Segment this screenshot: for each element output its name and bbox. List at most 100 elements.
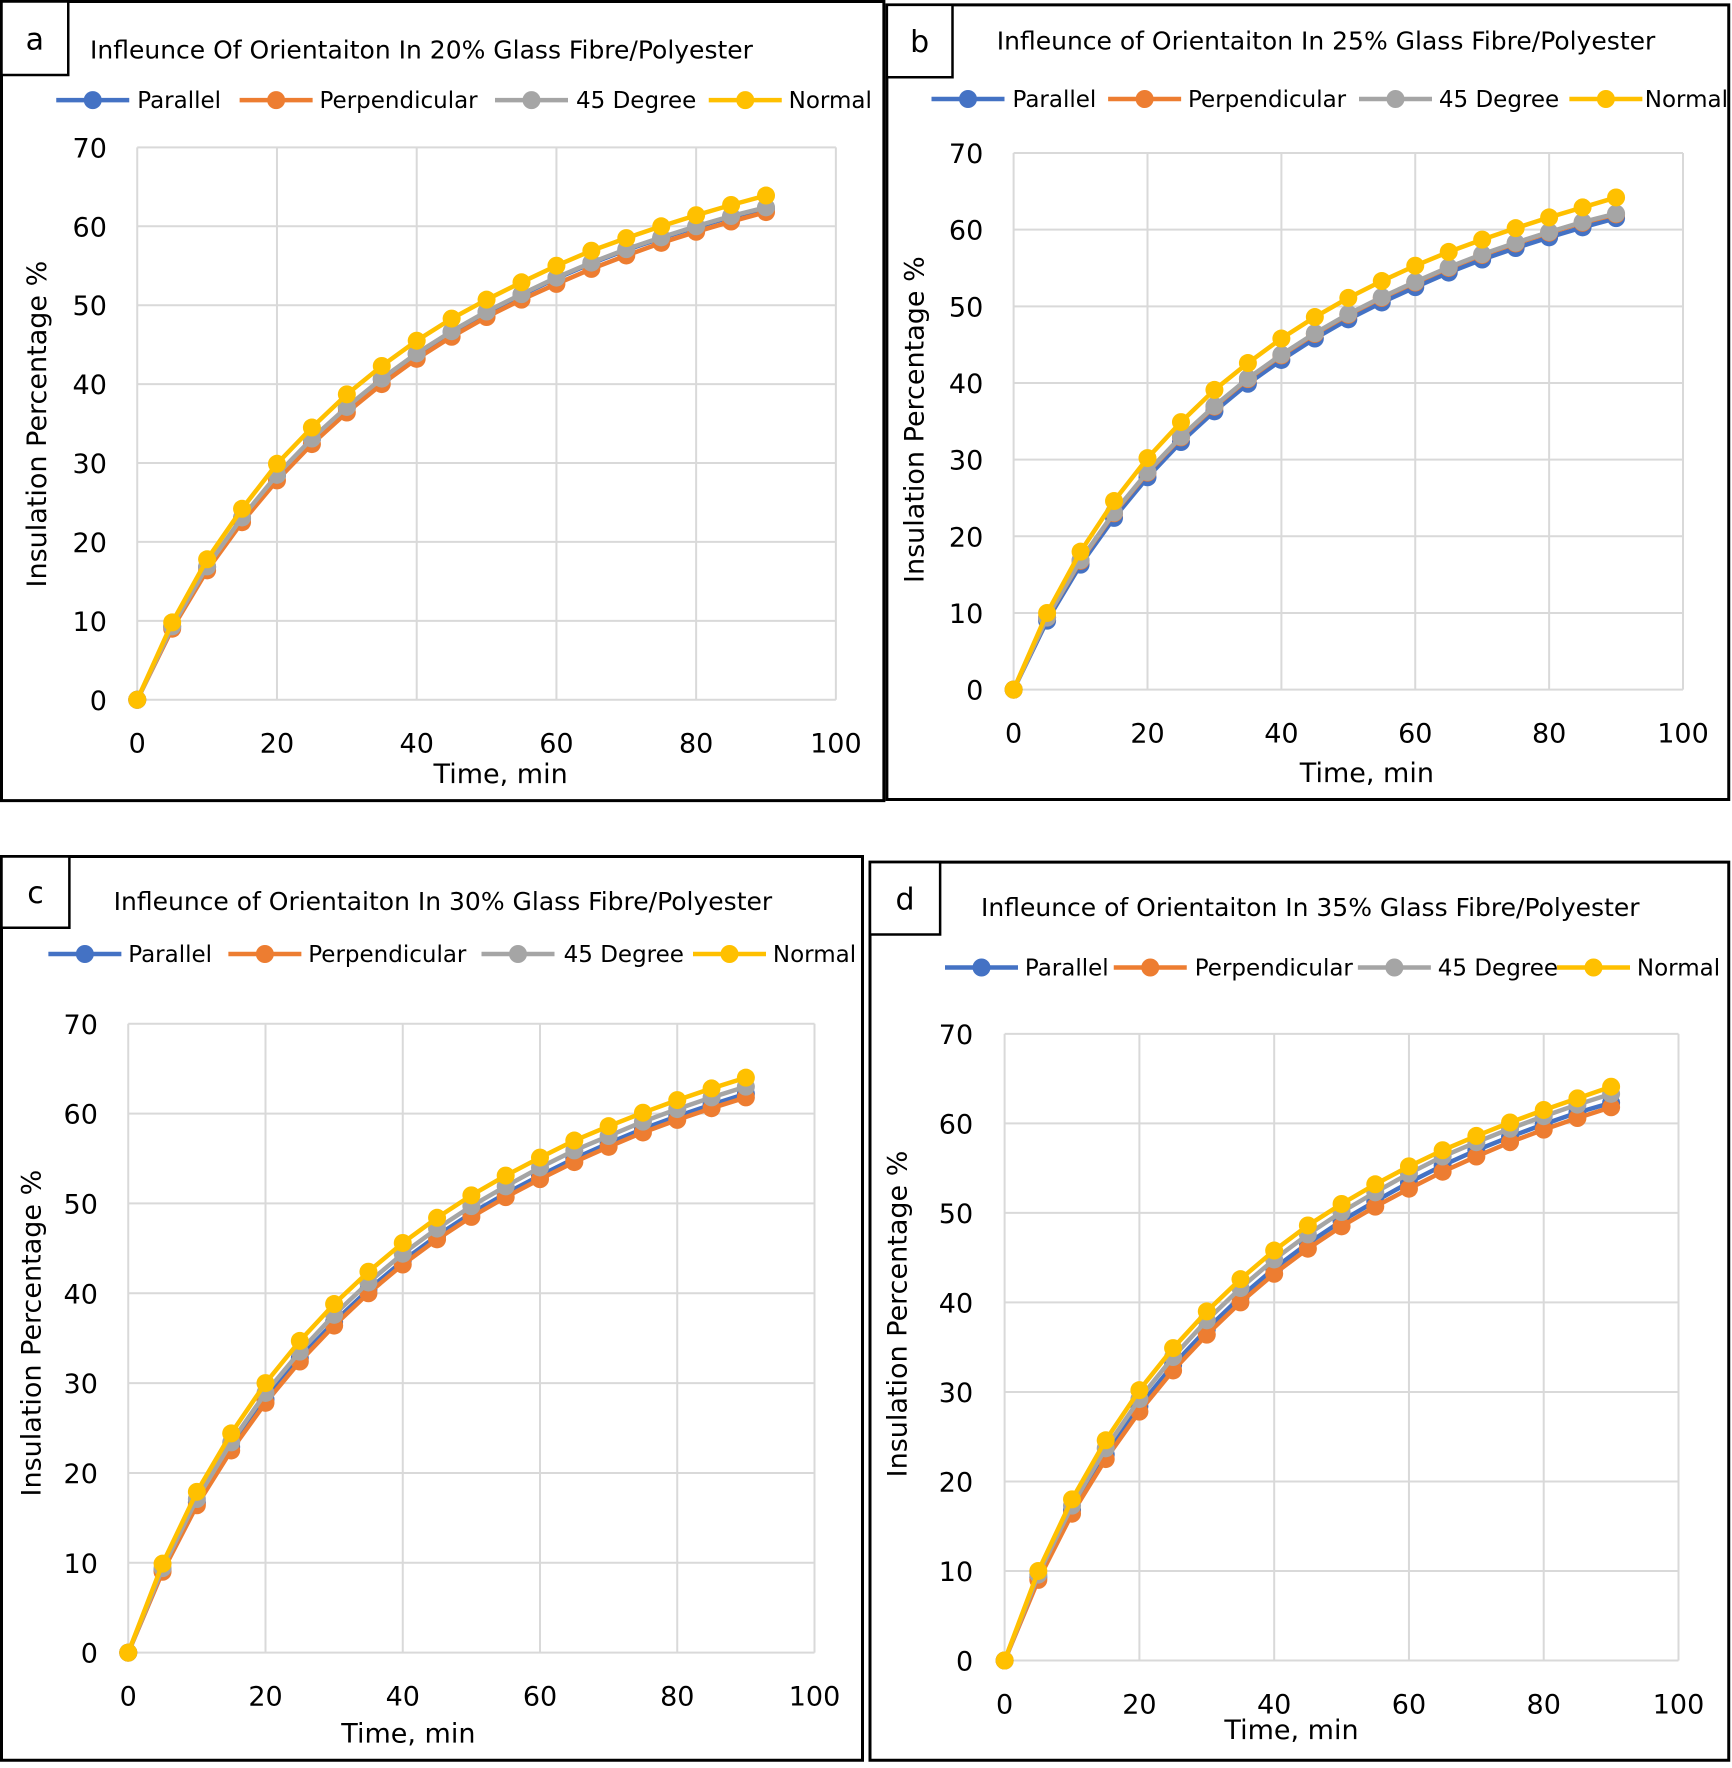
legend-label: Normal bbox=[789, 88, 872, 114]
x-tick-label: 20 bbox=[260, 729, 294, 760]
x-axis-label: Time, min bbox=[433, 759, 568, 790]
data-point bbox=[652, 217, 671, 236]
legend-label: Parallel bbox=[1025, 956, 1109, 982]
data-point bbox=[1439, 242, 1458, 261]
data-point bbox=[222, 1424, 241, 1443]
panel-letter: d bbox=[896, 882, 915, 917]
data-point bbox=[442, 322, 461, 341]
y-tick-label: 60 bbox=[939, 1109, 973, 1140]
y-tick-label: 40 bbox=[64, 1279, 98, 1310]
legend-marker bbox=[1385, 958, 1404, 977]
legend-item: Perpendicular bbox=[1108, 87, 1347, 113]
data-point bbox=[1501, 1113, 1520, 1132]
data-point bbox=[1366, 1197, 1385, 1216]
panel-border bbox=[0, 0, 886, 803]
x-tick-label: 100 bbox=[1653, 1689, 1705, 1720]
x-tick-label: 80 bbox=[660, 1682, 694, 1713]
legend-marker bbox=[255, 945, 274, 963]
panel-letter-box bbox=[0, 0, 70, 77]
data-point bbox=[337, 385, 356, 404]
data-point bbox=[702, 1079, 721, 1098]
data-point bbox=[1071, 542, 1090, 561]
data-point bbox=[1238, 369, 1257, 388]
data-point bbox=[1473, 245, 1492, 264]
legend-label: Perpendicular bbox=[320, 88, 479, 114]
panel-letter-box bbox=[868, 860, 942, 936]
panel-border bbox=[868, 860, 1731, 1762]
legend-label: Perpendicular bbox=[1195, 956, 1354, 982]
data-point bbox=[462, 1186, 481, 1205]
panel-letter: a bbox=[26, 22, 44, 57]
y-tick-label: 20 bbox=[73, 528, 107, 559]
legend-item: 45 Degree bbox=[1357, 956, 1558, 982]
legend-item: Normal bbox=[1557, 956, 1720, 982]
legend-label: Normal bbox=[773, 942, 856, 968]
data-point bbox=[1534, 1100, 1553, 1119]
data-point bbox=[1038, 603, 1057, 622]
data-point bbox=[1197, 1302, 1216, 1321]
data-point bbox=[1063, 1490, 1082, 1509]
y-tick-label: 10 bbox=[949, 599, 983, 630]
y-axis-label: Insulation Percentage % bbox=[900, 256, 931, 583]
data-point bbox=[372, 369, 391, 388]
data-point bbox=[1265, 1264, 1284, 1283]
data-point bbox=[256, 1374, 275, 1393]
y-tick-label: 70 bbox=[64, 1010, 98, 1041]
series-perpendicular bbox=[995, 1098, 1621, 1670]
data-point bbox=[1602, 1077, 1621, 1096]
data-point bbox=[1366, 1175, 1385, 1194]
x-tick-label: 40 bbox=[386, 1682, 420, 1713]
data-point bbox=[1197, 1325, 1216, 1344]
data-point bbox=[1298, 1216, 1317, 1235]
y-tick-label: 20 bbox=[949, 522, 983, 553]
legend-label: 45 Degree bbox=[1439, 87, 1559, 113]
legend-label: Perpendicular bbox=[1188, 87, 1347, 113]
legend-item: Perpendicular bbox=[239, 88, 479, 114]
y-tick-label: 30 bbox=[949, 446, 983, 477]
data-point bbox=[1339, 288, 1358, 307]
data-point bbox=[582, 241, 601, 260]
data-point bbox=[1506, 233, 1525, 252]
legend-marker bbox=[959, 90, 977, 108]
data-point bbox=[163, 613, 182, 632]
data-point bbox=[407, 344, 426, 363]
data-point bbox=[1332, 1217, 1351, 1236]
data-point bbox=[1105, 492, 1124, 511]
y-tick-label: 40 bbox=[73, 370, 107, 401]
data-point bbox=[1164, 1339, 1183, 1358]
legend-item: Parallel bbox=[931, 87, 1097, 113]
data-point bbox=[1399, 1157, 1418, 1176]
data-point bbox=[1568, 1089, 1587, 1108]
legend-marker bbox=[267, 91, 286, 110]
x-tick-label: 80 bbox=[1527, 1689, 1561, 1720]
legend-label: 45 Degree bbox=[576, 88, 696, 114]
data-point bbox=[1467, 1126, 1486, 1145]
legend-label: 45 Degree bbox=[564, 942, 684, 968]
y-tick-label: 0 bbox=[81, 1639, 98, 1670]
legend-label: Parallel bbox=[1013, 87, 1097, 113]
y-tick-label: 50 bbox=[73, 291, 107, 322]
legend-item: 45 Degree bbox=[481, 942, 684, 968]
data-point bbox=[1231, 1293, 1250, 1312]
y-tick-label: 40 bbox=[949, 369, 983, 400]
x-tick-label: 20 bbox=[248, 1682, 282, 1713]
y-tick-label: 60 bbox=[64, 1100, 98, 1131]
data-point bbox=[325, 1295, 344, 1314]
x-axis-label: Time, min bbox=[1299, 758, 1434, 789]
panel-letter: c bbox=[27, 876, 44, 911]
data-point bbox=[1029, 1561, 1048, 1580]
chart-title: Infleunce of Orientaiton In 25% Glass Fi… bbox=[997, 27, 1656, 56]
legend-marker bbox=[1141, 958, 1160, 977]
data-point bbox=[1138, 449, 1157, 468]
y-tick-label: 30 bbox=[64, 1369, 98, 1400]
data-point bbox=[119, 1643, 138, 1662]
y-tick-label: 0 bbox=[90, 686, 107, 717]
y-tick-label: 50 bbox=[939, 1199, 973, 1230]
x-axis-label: Time, min bbox=[340, 1719, 475, 1750]
data-point bbox=[1171, 427, 1190, 446]
data-point bbox=[1573, 198, 1592, 217]
panel-border bbox=[0, 855, 864, 1762]
y-tick-label: 50 bbox=[64, 1189, 98, 1220]
data-point bbox=[428, 1208, 447, 1227]
y-tick-label: 10 bbox=[64, 1549, 98, 1580]
